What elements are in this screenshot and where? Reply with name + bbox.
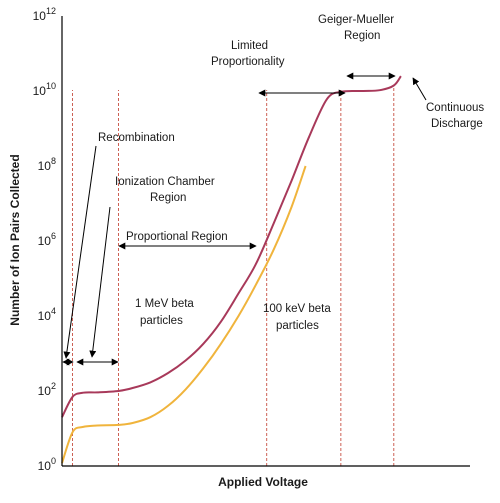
label-ionization-1: Ionization Chamber [115,176,215,188]
label-ionization-2: Region [150,192,186,204]
label-mev-2: particles [140,315,183,327]
axes [61,16,470,467]
series-1mev-curve [61,75,402,418]
y-tick-label: 1012 [33,6,56,23]
y-tick-labels: 100 102 104 106 108 1010 1012 [33,6,56,473]
series-100kev-curve [61,165,307,464]
y-tick-label: 108 [38,156,56,173]
y-tick-label: 100 [38,456,56,473]
arrow-ionization-leader [89,206,111,358]
region-annotations: Recombination Ionization Chamber Region … [98,14,484,332]
y-axis-title: Number of Ion Pairs Collected [8,154,22,325]
label-kev-2: particles [276,320,319,332]
x-axis-title: Applied Voltage [218,475,308,489]
arrow-recombination-leader [63,145,97,359]
annotation-arrows [62,72,427,366]
y-tick-label: 104 [38,306,56,323]
y-tick-label: 1010 [33,81,56,98]
y-tick-label: 106 [38,231,56,248]
label-recombination: Recombination [98,132,175,144]
label-kev-1: 100 keV beta [263,303,331,315]
label-geiger-2: Region [344,30,380,42]
label-discharge-1: Continuous [426,102,484,114]
label-mev-1: 1 MeV beta [135,298,194,310]
label-limited-2: Proportionality [211,56,285,68]
arrow-discharge-leader [412,77,427,101]
region-boundaries [72,85,395,466]
label-proportional: Proportional Region [126,231,228,243]
label-discharge-2: Discharge [431,118,483,130]
label-limited-1: Limited [231,40,268,52]
y-tick-label: 102 [38,381,56,398]
series-curves [61,75,402,464]
label-geiger-1: Geiger-Mueller [318,14,394,26]
